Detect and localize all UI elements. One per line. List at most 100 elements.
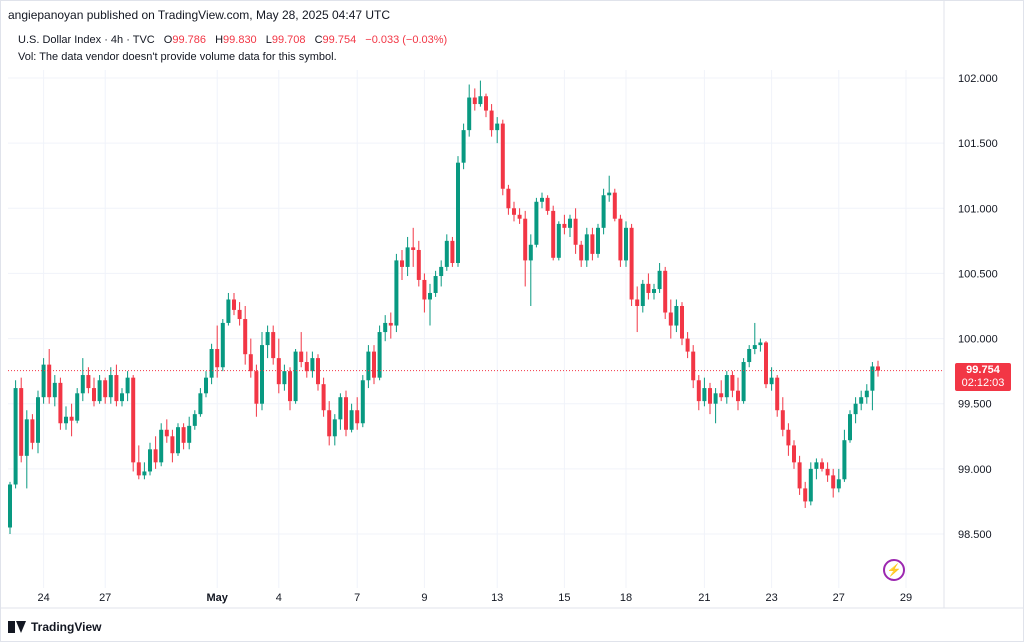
tradingview-brand[interactable]: TradingView [8,619,101,635]
candle-body [204,377,208,394]
candle-body [831,475,836,489]
candle-body [304,362,309,372]
time-tick-label: 9 [421,592,427,604]
candle-body [562,223,567,228]
candle-body [248,354,253,372]
candle-body [764,342,768,385]
candle-body [579,244,584,261]
candle-body [120,393,124,402]
candle-body [618,218,623,261]
candle-body [590,234,595,254]
candle-body [220,322,225,368]
candle-body [383,322,388,333]
lightning-icon[interactable]: ⚡ [883,559,905,581]
time-tick-label: 18 [620,592,632,604]
close-label: C [314,34,323,46]
candle-body [741,362,746,402]
candle-body [19,388,24,456]
candle-body [646,283,651,293]
candles [8,80,944,534]
candle-body [696,380,701,402]
candle-body [556,223,561,258]
candle-body [159,429,164,463]
publisher-line: angiepanoyan published on TradingView.co… [8,8,391,22]
last-price: 99.754 [966,364,1000,376]
candle-body [187,425,192,443]
candle-body [92,388,96,402]
candle-body [657,270,662,290]
candle-body [814,462,819,469]
candle-body [75,393,80,421]
candle-body [792,445,796,463]
candle-body [433,276,438,293]
candle-body [545,197,550,211]
candle-body [528,244,533,261]
candle-body [713,393,718,404]
price-tick-label: 100.000 [958,334,998,346]
candle-body [568,218,572,228]
candle-body [108,375,113,398]
candle-body [775,377,780,411]
candle-body [512,208,516,215]
candle-body [797,462,802,489]
candle-body [136,462,141,476]
candle-body [332,419,337,437]
candle-body [786,429,791,446]
candle-body [360,380,365,424]
candle-body [344,397,348,430]
candle-body [131,377,136,463]
candle-body [282,371,287,385]
candle-body [148,449,152,472]
candle-body [237,309,242,320]
candle-body [30,419,35,443]
candle-body [41,364,46,398]
candle-body [691,351,696,381]
candle-body [338,397,343,420]
candle-body [80,375,85,394]
candle-body [176,427,180,454]
candle-body [349,410,354,430]
open-value: 99.786 [172,34,207,46]
candle-body [635,299,640,306]
candle-body [708,388,712,404]
candle-body [265,332,270,346]
candle-body [456,162,460,264]
candle-body [293,351,298,402]
candle-body [439,266,444,277]
candle-body [215,348,220,368]
time-tick-label: 23 [765,592,777,604]
candle-body [142,471,147,476]
candle-body [848,414,852,441]
open-label: O [163,34,173,46]
time-tick-label: 4 [276,592,282,604]
candle-body [232,299,236,310]
candle-body [321,384,326,411]
candle-body [226,299,231,323]
price-tick-label: 101.000 [958,203,998,215]
time-tick-label: 21 [698,592,710,604]
candle-body [24,419,29,456]
candle-body [820,462,824,469]
candle-body [450,240,455,264]
time-tick-label: May [206,592,228,604]
candle-body [422,279,427,300]
candle-body [629,227,634,300]
candle-body [607,192,612,196]
candle-body [372,351,376,378]
time-tick-label: 27 [99,592,111,604]
candle-body [489,110,494,131]
candle-body [702,388,707,402]
symbol-title[interactable]: U.S. Dollar Index · 4h · TVC [18,34,155,46]
candle-body [472,97,477,105]
candle-body [388,322,393,326]
candle-body [405,247,410,267]
tradingview-logo-icon [8,621,26,633]
candle-body [730,375,735,391]
candle-body [428,292,432,300]
candle-body [271,332,276,359]
candle-body [803,488,808,502]
candle-body [780,410,785,430]
candle-body [674,306,679,326]
low-label: L [265,34,272,46]
